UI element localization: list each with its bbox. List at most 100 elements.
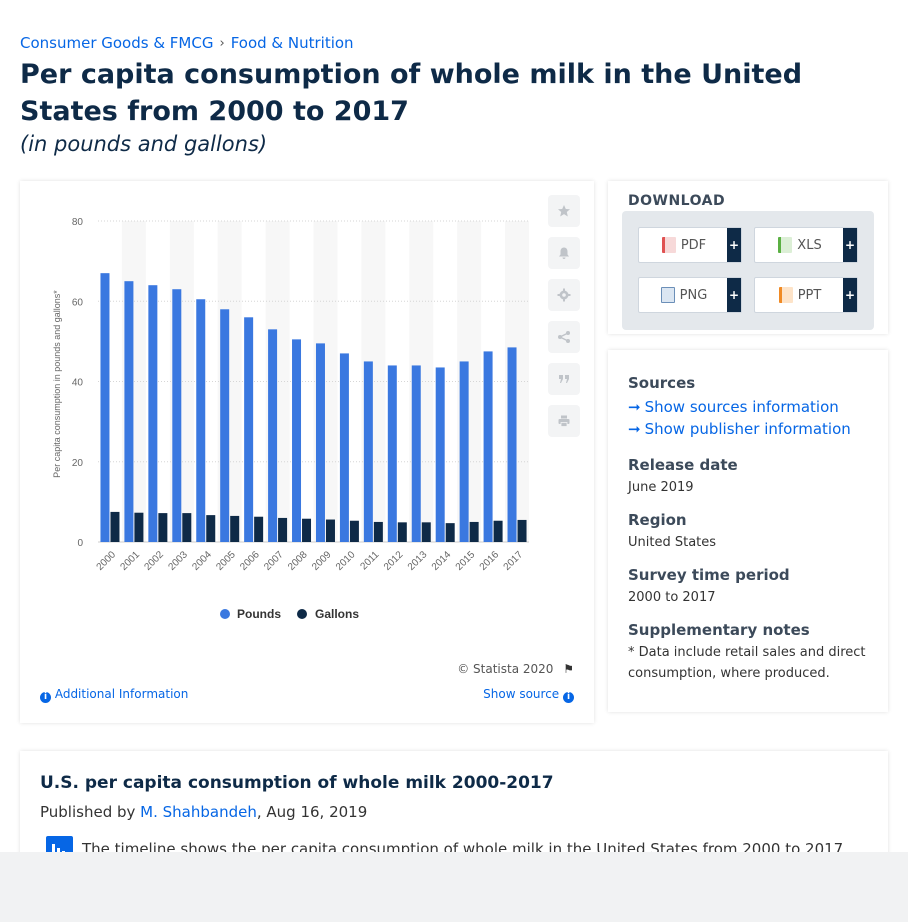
legend-label-gallons[interactable]: Gallons — [315, 607, 359, 621]
plus-icon: + — [727, 228, 741, 262]
star-icon[interactable] — [548, 195, 580, 227]
supplementary-notes-heading: Supplementary notes — [628, 621, 810, 639]
share-icon[interactable] — [548, 321, 580, 353]
bar-pounds-2005[interactable] — [220, 309, 230, 542]
article-card: U.S. per capita consumption of whole mil… — [20, 751, 888, 871]
bar-gallons-2015[interactable] — [469, 521, 479, 542]
breadcrumb-consumer-goods[interactable]: Consumer Goods & FMCG — [20, 34, 214, 52]
download-buttons-area: PDF + XLS + PNG + PPT + — [622, 211, 874, 330]
copyright-notice: © Statista 2020 ⚑ — [457, 662, 574, 676]
x-tick-label: 2010 — [334, 549, 358, 573]
additional-information-label: Additional Information — [54, 687, 189, 701]
chart-legend: Pounds Gallons — [220, 607, 359, 621]
x-tick-label: 2008 — [286, 549, 310, 573]
download-pdf-button[interactable]: PDF + — [638, 227, 742, 263]
legend-label-pounds[interactable]: Pounds — [237, 607, 281, 621]
region-heading: Region — [628, 511, 687, 529]
x-tick-label: 2004 — [190, 549, 214, 573]
bar-gallons-2003[interactable] — [182, 513, 192, 542]
y-tick-label: 0 — [77, 538, 83, 549]
info-icon: i — [40, 692, 51, 703]
info-icon: i — [563, 692, 574, 703]
bar-gallons-2014[interactable] — [445, 523, 455, 542]
flag-icon[interactable]: ⚑ — [563, 662, 574, 676]
article-byline: Published by M. Shahbandeh, Aug 16, 2019 — [40, 803, 367, 821]
bar-pounds-2012[interactable] — [387, 365, 397, 542]
bar-pounds-2009[interactable] — [315, 343, 325, 542]
chart-toolbar — [548, 195, 580, 447]
bar-gallons-2009[interactable] — [325, 519, 335, 542]
bar-pounds-2013[interactable] — [411, 365, 421, 542]
show-sources-link[interactable]: ➞ Show sources information — [628, 398, 851, 416]
bar-gallons-2017[interactable] — [517, 519, 527, 542]
region-value: United States — [628, 535, 717, 550]
bar-gallons-2002[interactable] — [158, 513, 168, 542]
bell-icon[interactable] — [548, 237, 580, 269]
download-xls-button[interactable]: XLS + — [754, 227, 858, 263]
bar-pounds-2010[interactable] — [339, 353, 349, 542]
copyright-text: © Statista 2020 — [457, 662, 554, 676]
x-tick-label: 2001 — [119, 549, 143, 573]
plus-icon: + — [843, 228, 857, 262]
bar-pounds-2004[interactable] — [196, 299, 206, 542]
bar-pounds-2003[interactable] — [172, 289, 182, 542]
survey-period-heading: Survey time period — [628, 566, 790, 584]
footer-band — [0, 852, 908, 922]
bar-gallons-2010[interactable] — [349, 520, 359, 542]
bar-pounds-2000[interactable] — [100, 273, 110, 542]
bar-pounds-2011[interactable] — [363, 361, 373, 542]
bar-pounds-2014[interactable] — [435, 367, 445, 542]
print-icon[interactable] — [548, 405, 580, 437]
x-tick-label: 2016 — [478, 549, 502, 573]
bar-gallons-2000[interactable] — [110, 511, 120, 542]
breadcrumb-food-nutrition[interactable]: Food & Nutrition — [230, 34, 354, 52]
bar-gallons-2016[interactable] — [493, 520, 503, 542]
x-tick-label: 2011 — [358, 549, 381, 572]
download-png-label: PNG — [679, 287, 708, 303]
arrow-right-icon: ➞ — [628, 420, 641, 438]
y-tick-label: 40 — [72, 378, 84, 389]
author-link[interactable]: M. Shahbandeh — [140, 803, 257, 821]
x-tick-label: 2002 — [142, 549, 166, 573]
x-tick-label: 2013 — [406, 549, 430, 573]
download-xls-label: XLS — [797, 237, 822, 253]
release-date-heading: Release date — [628, 456, 738, 474]
bar-pounds-2017[interactable] — [507, 347, 517, 542]
page-subtitle: (in pounds and gallons) — [20, 132, 268, 156]
region-section: Region United States — [628, 511, 716, 553]
legend-marker-pounds — [220, 609, 230, 619]
bar-pounds-2007[interactable] — [268, 329, 278, 542]
download-card: DOWNLOAD PDF + XLS + PNG + PPT + — [608, 181, 888, 334]
bar-pounds-2015[interactable] — [459, 361, 469, 542]
show-publisher-link[interactable]: ➞ Show publisher information — [628, 420, 851, 438]
bar-gallons-2005[interactable] — [230, 515, 240, 542]
bar-gallons-2013[interactable] — [421, 522, 431, 542]
publish-date: , Aug 16, 2019 — [256, 803, 368, 821]
y-axis-label: Per capita consumption in pounds and gal… — [52, 290, 62, 478]
download-ppt-button[interactable]: PPT + — [754, 277, 858, 313]
bar-pounds-2016[interactable] — [483, 351, 493, 542]
x-tick-label: 2009 — [310, 549, 334, 573]
quote-icon[interactable] — [548, 363, 580, 395]
bar-pounds-2001[interactable] — [124, 281, 134, 542]
bar-gallons-2006[interactable] — [254, 516, 264, 542]
gear-icon[interactable] — [548, 279, 580, 311]
bar-pounds-2008[interactable] — [292, 339, 302, 542]
bar-gallons-2001[interactable] — [134, 512, 144, 542]
bar-pounds-2002[interactable] — [148, 285, 158, 542]
bar-gallons-2012[interactable] — [397, 522, 407, 542]
supplementary-notes-value: * Data include retail sales and direct c… — [628, 645, 866, 681]
bar-gallons-2004[interactable] — [206, 515, 216, 542]
additional-information-link[interactable]: i Additional Information — [40, 687, 188, 703]
article-title: U.S. per capita consumption of whole mil… — [40, 773, 554, 793]
bar-gallons-2011[interactable] — [373, 521, 383, 542]
bar-gallons-2008[interactable] — [302, 518, 312, 542]
bar-gallons-2007[interactable] — [278, 517, 288, 542]
download-png-button[interactable]: PNG + — [638, 277, 742, 313]
arrow-right-icon: ➞ — [628, 398, 641, 416]
show-source-link[interactable]: Show source i — [483, 687, 574, 703]
bar-pounds-2006[interactable] — [244, 317, 254, 542]
y-tick-label: 20 — [72, 458, 84, 469]
x-tick-label: 2014 — [430, 549, 454, 573]
